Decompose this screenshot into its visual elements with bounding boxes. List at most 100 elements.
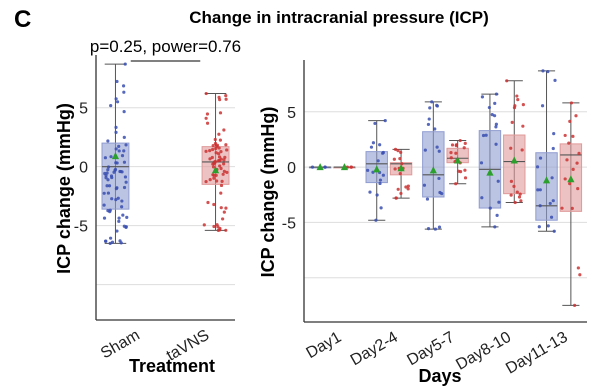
box xyxy=(422,131,445,198)
data-point xyxy=(400,162,404,166)
data-point xyxy=(366,168,370,172)
y-tick-label: 5 xyxy=(287,105,296,122)
data-point xyxy=(125,215,129,219)
data-point xyxy=(435,103,439,107)
data-point xyxy=(121,84,126,88)
data-point xyxy=(398,172,402,176)
data-point xyxy=(515,94,519,98)
data-point xyxy=(463,176,468,180)
data-point xyxy=(119,169,123,174)
data-point xyxy=(204,179,208,184)
data-point xyxy=(224,228,228,232)
data-point xyxy=(571,134,575,138)
data-point xyxy=(205,121,210,125)
data-point xyxy=(573,303,577,308)
data-point xyxy=(104,176,108,180)
data-point xyxy=(406,187,410,191)
data-point xyxy=(123,175,128,179)
x-tick-label: Day2-4 xyxy=(348,329,401,370)
data-point xyxy=(381,173,385,177)
data-point xyxy=(102,203,106,207)
data-point xyxy=(462,146,466,150)
mean-marker xyxy=(111,152,120,160)
x-axis-label: Treatment xyxy=(129,356,215,376)
data-point xyxy=(121,213,125,217)
data-point xyxy=(208,157,212,161)
data-point xyxy=(381,151,385,155)
data-point xyxy=(211,165,216,169)
data-point xyxy=(449,156,453,160)
data-point xyxy=(219,150,223,154)
data-point xyxy=(214,146,218,151)
data-point xyxy=(426,122,431,127)
data-point xyxy=(480,95,485,99)
data-point xyxy=(217,152,221,156)
data-point xyxy=(438,190,442,195)
data-point xyxy=(512,184,516,188)
data-point xyxy=(548,201,552,206)
x-tick-label: Day5-7 xyxy=(404,329,457,370)
data-point xyxy=(224,143,228,147)
data-point xyxy=(565,158,569,162)
data-point xyxy=(122,110,126,114)
data-point xyxy=(224,206,228,210)
data-point xyxy=(206,200,210,205)
data-point xyxy=(208,178,212,182)
data-point xyxy=(521,124,525,128)
data-point xyxy=(374,218,378,222)
mean-marker xyxy=(429,166,437,174)
data-point xyxy=(222,169,226,173)
data-point xyxy=(310,165,315,169)
data-point xyxy=(568,181,572,186)
data-point xyxy=(114,161,118,165)
data-point xyxy=(124,143,128,147)
data-point xyxy=(103,156,108,160)
data-point xyxy=(115,229,119,233)
data-point xyxy=(463,141,467,146)
mean-marker xyxy=(397,164,405,172)
data-point xyxy=(208,149,212,153)
y-tick-label: -5 xyxy=(282,215,296,232)
x-tick-label: Day1 xyxy=(303,329,344,362)
data-point xyxy=(479,161,484,165)
data-point xyxy=(541,69,545,73)
data-point xyxy=(458,138,462,143)
data-point xyxy=(213,137,217,142)
data-point xyxy=(563,177,567,181)
data-point xyxy=(222,128,226,132)
data-point xyxy=(221,172,225,176)
data-point xyxy=(210,155,214,160)
data-point xyxy=(222,158,226,162)
mean-marker xyxy=(316,163,324,171)
data-point xyxy=(115,100,120,104)
data-point xyxy=(368,190,372,194)
data-point xyxy=(494,125,498,129)
data-point xyxy=(369,145,374,149)
data-point xyxy=(576,266,580,270)
data-point xyxy=(563,133,567,138)
data-point xyxy=(106,168,110,172)
data-point xyxy=(219,183,224,188)
data-point xyxy=(212,202,216,207)
data-point xyxy=(212,176,216,180)
data-point xyxy=(202,223,206,227)
data-point xyxy=(222,210,226,214)
data-point xyxy=(122,185,127,190)
data-point xyxy=(212,160,216,164)
data-point xyxy=(540,104,545,108)
y-axis-label: ICP change (mmHg) xyxy=(54,103,74,274)
data-point xyxy=(481,133,486,138)
data-point xyxy=(394,196,398,200)
data-point xyxy=(109,155,113,159)
data-point xyxy=(399,191,403,196)
data-point xyxy=(488,206,492,210)
mean-marker xyxy=(454,156,462,164)
x-tick-label: Day11-13 xyxy=(503,329,571,378)
y-tick-label: -5 xyxy=(74,219,88,236)
data-point xyxy=(546,224,550,228)
data-point xyxy=(437,225,442,229)
mean-marker xyxy=(567,175,575,183)
data-point xyxy=(570,206,574,210)
data-point xyxy=(538,188,542,192)
data-point xyxy=(218,111,223,115)
